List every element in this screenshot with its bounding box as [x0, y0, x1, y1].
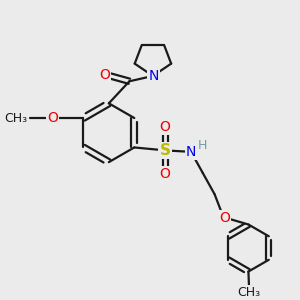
Text: H: H [197, 140, 207, 152]
Text: S: S [160, 143, 171, 158]
Text: O: O [99, 68, 110, 83]
Text: CH₃: CH₃ [4, 112, 27, 124]
Text: O: O [160, 167, 171, 181]
Text: O: O [219, 211, 230, 225]
Text: O: O [160, 120, 171, 134]
Text: N: N [186, 145, 196, 159]
Text: O: O [47, 111, 58, 125]
Text: CH₃: CH₃ [237, 286, 261, 299]
Text: N: N [148, 69, 159, 83]
